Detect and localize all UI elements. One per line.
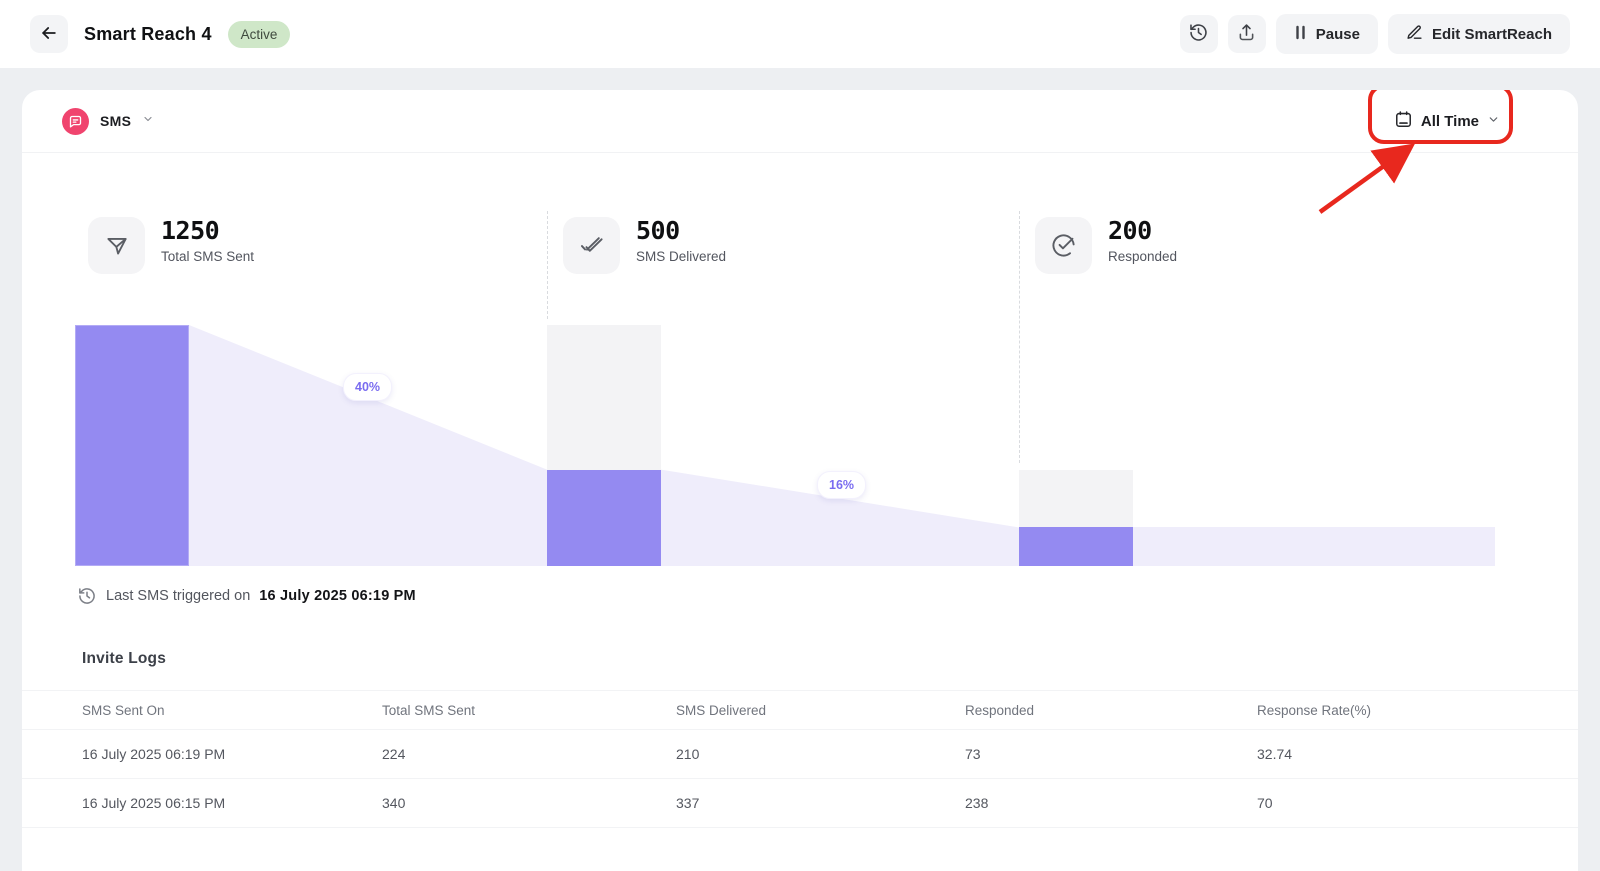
history-icon <box>1188 22 1209 46</box>
stat-value: 500 <box>636 216 680 245</box>
invite-logs-table: SMS Sent On Total SMS Sent SMS Delivered… <box>22 690 1578 828</box>
stat-value: 1250 <box>161 216 220 245</box>
column-header: Response Rate(%) <box>1257 702 1372 718</box>
stat-label: SMS Delivered <box>636 248 727 264</box>
pencil-icon <box>1406 24 1423 45</box>
cell-responded: 73 <box>965 746 981 762</box>
time-filter-label: All Time <box>1420 112 1479 130</box>
channel-selector[interactable]: SMS <box>62 107 154 135</box>
column-header: SMS Sent On <box>82 702 165 718</box>
cell-total-sms-sent: 340 <box>382 795 406 811</box>
stat-label: Total SMS Sent <box>161 248 255 264</box>
bar-delivered-fill <box>547 469 661 566</box>
last-sms-datetime: 16 July 2025 06:19 PM <box>259 588 416 604</box>
stats-row: 1250 Total SMS Sent 500 SMS Delivered <box>75 216 1495 275</box>
edit-smartreach-label: Edit SmartReach <box>1431 25 1552 43</box>
last-sms-prefix: Last SMS triggered on <box>106 588 251 604</box>
table-header-row: SMS Sent On Total SMS Sent SMS Delivered… <box>22 690 1578 730</box>
analytics-card: SMS All Time <box>22 90 1578 871</box>
cell-sms-delivered: 210 <box>676 746 700 762</box>
funnel-section: 1250 Total SMS Sent 500 SMS Delivered <box>75 153 1495 566</box>
cell-response-rate: 70 <box>1257 795 1273 811</box>
bar-responded-fill <box>1019 527 1133 566</box>
cell-response-rate: 32.74 <box>1257 746 1293 762</box>
funnel-chart: 40% 16% <box>75 325 1495 566</box>
stage-divider-dashed <box>547 211 548 319</box>
column-header: SMS Delivered <box>676 702 767 718</box>
double-check-icon <box>563 217 620 274</box>
bar-responded-rest <box>1019 469 1133 528</box>
table-row[interactable]: 16 July 2025 06:19 PM 224 210 73 32.74 <box>22 730 1578 779</box>
conversion-label-delivered: 40% <box>343 373 393 401</box>
funnel-band-delivered-responded <box>661 469 1019 566</box>
export-button[interactable] <box>1227 15 1266 53</box>
back-button[interactable] <box>30 15 68 53</box>
upload-icon <box>1236 22 1257 46</box>
conversion-label-responded: 16% <box>817 471 867 499</box>
cell-sms-sent-on: 16 July 2025 06:15 PM <box>82 795 226 811</box>
history-button[interactable] <box>1179 15 1218 53</box>
invite-logs-section: Invite Logs SMS Sent On Total SMS Sent S… <box>22 650 1578 828</box>
edit-smartreach-button[interactable]: Edit SmartReach <box>1387 14 1570 54</box>
page-title: Smart Reach 4 <box>84 23 212 44</box>
sms-channel-icon <box>62 107 89 135</box>
column-header: Total SMS Sent <box>382 702 476 718</box>
cell-responded: 238 <box>965 795 989 811</box>
cell-sms-sent-on: 16 July 2025 06:19 PM <box>82 746 226 762</box>
chevron-down-icon <box>1487 113 1500 130</box>
top-bar: Smart Reach 4 Active Pause Edit SmartRea… <box>0 0 1600 68</box>
status-badge: Active <box>227 20 291 48</box>
card-header: SMS All Time <box>22 90 1578 153</box>
back-arrow-icon <box>39 23 59 46</box>
time-filter-dropdown[interactable]: All Time <box>1390 104 1504 139</box>
calendar-icon <box>1394 110 1413 133</box>
table-row[interactable]: 16 July 2025 06:15 PM 340 337 238 70 <box>22 779 1578 828</box>
pause-label: Pause <box>1315 25 1360 43</box>
funnel-band-tail <box>1133 527 1495 566</box>
stat-sms-delivered: 500 SMS Delivered <box>563 216 727 274</box>
circle-check-icon <box>1035 217 1092 274</box>
invite-logs-title: Invite Logs <box>82 650 167 667</box>
clock-history-icon <box>77 586 97 606</box>
send-icon <box>88 217 145 274</box>
stat-responded: 200 Responded <box>1035 216 1178 274</box>
pause-icon <box>1294 25 1307 44</box>
pause-button[interactable]: Pause <box>1275 14 1378 54</box>
channel-label: SMS <box>100 113 132 129</box>
stage-divider-dashed <box>1019 211 1020 463</box>
stat-label: Responded <box>1108 248 1178 264</box>
cell-sms-delivered: 337 <box>676 795 700 811</box>
column-header: Responded <box>965 702 1035 718</box>
last-sms-info: Last SMS triggered on 16 July 2025 06:19… <box>77 586 1578 606</box>
stat-total-sms-sent: 1250 Total SMS Sent <box>88 216 255 274</box>
bar-delivered-rest <box>547 325 661 470</box>
cell-total-sms-sent: 224 <box>382 746 406 762</box>
funnel-band-sent-delivered <box>189 325 547 566</box>
stat-value: 200 <box>1108 216 1152 245</box>
bar-sent <box>75 325 189 566</box>
chevron-down-icon <box>142 112 154 130</box>
